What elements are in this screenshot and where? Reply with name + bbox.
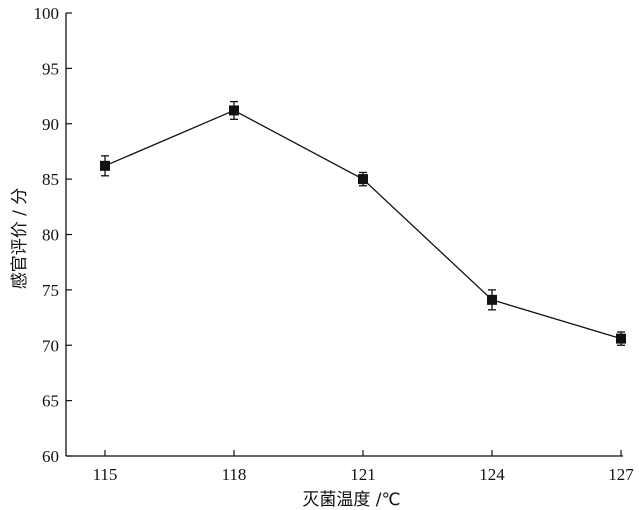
y-tick-label: 65 <box>42 392 59 411</box>
y-tick-label: 75 <box>42 281 59 300</box>
y-ticks: 60 65 70 75 80 85 90 95 100 <box>34 4 72 466</box>
y-tick-label: 60 <box>42 447 59 466</box>
data-point <box>487 294 497 305</box>
y-tick-label: 85 <box>42 170 59 189</box>
y-tick-label: 95 <box>42 59 59 78</box>
y-axis-title: 感官评价 / 分 <box>10 188 30 290</box>
x-tick-label: 121 <box>350 465 376 484</box>
y-tick-label: 100 <box>34 4 60 23</box>
y-tick-label: 70 <box>42 336 59 355</box>
axes <box>65 13 623 457</box>
data-point <box>100 160 110 171</box>
x-tick-label: 118 <box>222 465 247 484</box>
y-tick-label: 80 <box>42 226 59 245</box>
data-point <box>229 105 239 116</box>
x-tick-label: 127 <box>608 465 634 484</box>
data-point <box>616 333 626 344</box>
x-ticks: 115 118 121 124 127 <box>93 450 634 484</box>
y-tick-label: 90 <box>42 115 59 134</box>
data-point <box>358 174 368 185</box>
series-line <box>104 109 622 340</box>
x-axis-title: 灭菌温度 /℃ <box>302 490 400 510</box>
plot-area <box>100 100 626 346</box>
x-tick-label: 115 <box>93 465 118 484</box>
x-tick-label: 124 <box>479 465 505 484</box>
